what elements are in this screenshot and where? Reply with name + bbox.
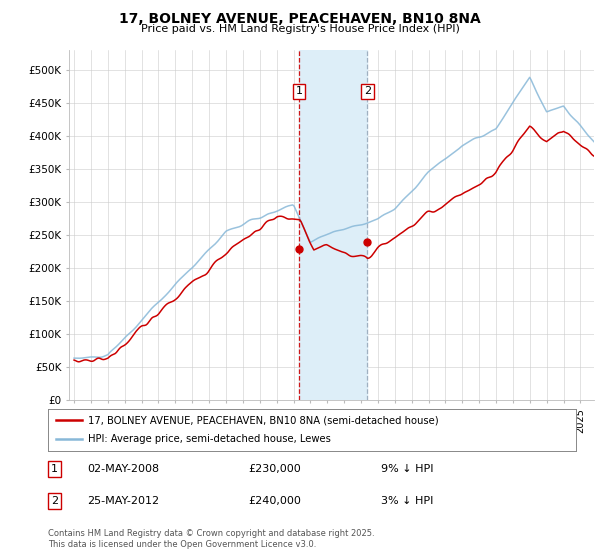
Text: 17, BOLNEY AVENUE, PEACEHAVEN, BN10 8NA (semi-detached house): 17, BOLNEY AVENUE, PEACEHAVEN, BN10 8NA … [88, 415, 438, 425]
Text: 2: 2 [364, 86, 371, 96]
Text: Price paid vs. HM Land Registry's House Price Index (HPI): Price paid vs. HM Land Registry's House … [140, 24, 460, 34]
Bar [299, 50, 367, 400]
Text: 1: 1 [296, 86, 302, 96]
Text: HPI: Average price, semi-detached house, Lewes: HPI: Average price, semi-detached house,… [88, 435, 331, 445]
Text: 2: 2 [51, 496, 58, 506]
Text: 9% ↓ HPI: 9% ↓ HPI [380, 464, 433, 474]
Text: 25-MAY-2012: 25-MAY-2012 [88, 496, 160, 506]
Text: Contains HM Land Registry data © Crown copyright and database right 2025.
This d: Contains HM Land Registry data © Crown c… [48, 529, 374, 549]
Text: £230,000: £230,000 [248, 464, 301, 474]
Text: 02-MAY-2008: 02-MAY-2008 [88, 464, 160, 474]
Text: 3% ↓ HPI: 3% ↓ HPI [380, 496, 433, 506]
Text: £240,000: £240,000 [248, 496, 302, 506]
Text: 1: 1 [51, 464, 58, 474]
Text: 17, BOLNEY AVENUE, PEACEHAVEN, BN10 8NA: 17, BOLNEY AVENUE, PEACEHAVEN, BN10 8NA [119, 12, 481, 26]
